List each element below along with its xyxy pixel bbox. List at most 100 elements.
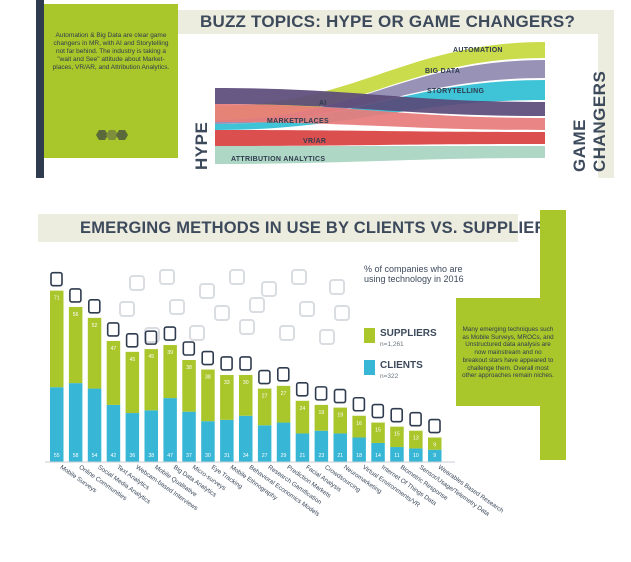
legend-suppliers-swatch [364, 328, 375, 343]
method-icon [88, 299, 101, 314]
bar-clients [87, 388, 102, 462]
bar-suppliers [314, 404, 329, 431]
bar-suppliers [276, 385, 291, 423]
legend-clients-label: CLIENTS [380, 360, 423, 371]
bar-suppliers [163, 345, 177, 399]
bar-suppliers [68, 306, 83, 384]
background-icon [329, 279, 345, 295]
supplier-value-label: 9 [433, 443, 436, 449]
supplier-value-label: 13 [413, 436, 419, 442]
background-icon [319, 329, 335, 345]
stream-ai [215, 88, 545, 116]
top-accent-bar [36, 0, 44, 178]
supplier-value-label: 38 [186, 365, 192, 371]
bar-suppliers [295, 400, 310, 434]
supplier-value-label: 15 [394, 432, 400, 438]
supplier-value-label: 27 [262, 394, 268, 400]
background-icon [261, 281, 277, 297]
supplier-value-label: 45 [129, 357, 135, 363]
client-value-label: 27 [262, 453, 268, 459]
supplier-value-label: 30 [243, 380, 249, 386]
client-value-label: 29 [281, 453, 287, 459]
supplier-value-label: 16 [356, 421, 362, 427]
bottom-title: EMERGING METHODS IN USE BY CLIENTS VS. S… [80, 219, 547, 237]
method-icon [276, 367, 290, 382]
bar-clients [68, 383, 83, 462]
bar-suppliers [106, 340, 121, 405]
hexagon-decoration-icon [96, 130, 128, 140]
legend-clients-swatch [364, 360, 375, 375]
bottom-note-text: Many emerging techniques such as Mobile … [462, 326, 554, 380]
method-icon [182, 341, 196, 356]
bar-clients [295, 433, 310, 462]
bar-suppliers [87, 317, 102, 389]
background-icon [119, 301, 135, 317]
stream-attribution-analytics [215, 146, 545, 164]
background-icon [199, 283, 215, 299]
bar-suppliers [257, 388, 272, 426]
client-value-label: 21 [337, 453, 343, 459]
client-value-label: 36 [129, 453, 135, 459]
bar-suppliers [371, 422, 385, 443]
bar-clients [390, 447, 404, 462]
client-value-label: 18 [356, 453, 362, 459]
stream-label-4: MARKETPLACES [267, 118, 329, 125]
client-value-label: 30 [205, 453, 211, 459]
bar-suppliers [182, 360, 196, 412]
background-icon [239, 319, 255, 335]
bar-clients [352, 437, 366, 462]
client-value-label: 55 [54, 453, 60, 459]
legend-suppliers-label: SUPPLIERS [380, 328, 437, 339]
method-icon [144, 330, 158, 345]
bar-suppliers [201, 369, 215, 422]
legend-title: % of companies who are using technology … [364, 264, 464, 284]
hype-label: HYPE [192, 121, 211, 170]
bar-suppliers [409, 430, 423, 449]
method-icon [239, 356, 252, 371]
supplier-value-label: 47 [111, 346, 117, 352]
supplier-value-label: 15 [375, 428, 381, 434]
client-value-label: 58 [73, 453, 79, 459]
method-icon [201, 350, 214, 366]
stream-label-5: VR/AR [303, 138, 326, 145]
background-icon [299, 301, 315, 317]
supplier-value-label: 71 [54, 296, 60, 302]
bar-clients [239, 415, 253, 462]
bar-clients [182, 411, 196, 462]
bar-suppliers [239, 374, 253, 416]
method-icon [314, 386, 328, 401]
client-value-label: 23 [318, 453, 324, 459]
method-icon [69, 288, 82, 303]
top-title: BUZZ TOPICS: HYPE OR GAME CHANGERS? [200, 12, 576, 31]
client-value-label: 38 [148, 453, 154, 459]
background-icon [159, 269, 175, 285]
client-value-label: 11 [394, 453, 399, 459]
supplier-value-label: 52 [92, 323, 98, 329]
bar-suppliers [144, 349, 158, 411]
bar-clients [371, 442, 385, 462]
bar-clients [163, 398, 177, 462]
bar-suppliers [428, 437, 442, 450]
background-icon [334, 305, 350, 321]
stream-label-0: AUTOMATION [453, 47, 503, 54]
background-icon [189, 325, 205, 341]
client-value-label: 9 [433, 453, 436, 459]
supplier-value-label: 33 [224, 380, 230, 386]
stream-label-6: ATTRIBUTION ANALYTICS [231, 156, 325, 163]
bar-suppliers [390, 426, 404, 448]
client-value-label: 31 [224, 453, 230, 459]
method-icon [163, 326, 177, 341]
background-icon [129, 275, 145, 291]
client-value-label: 21 [300, 453, 306, 459]
stream-label-2: STORYTELLING [427, 88, 485, 95]
bottom-note-box [456, 298, 560, 406]
supplier-value-label: 19 [337, 413, 343, 419]
supplier-value-label: 24 [300, 406, 306, 412]
method-icon [258, 369, 271, 385]
client-value-label: 37 [186, 453, 192, 459]
bar-suppliers [352, 415, 366, 438]
bar-suppliers [125, 351, 140, 414]
client-value-label: 42 [111, 453, 117, 459]
background-icon [169, 299, 185, 315]
